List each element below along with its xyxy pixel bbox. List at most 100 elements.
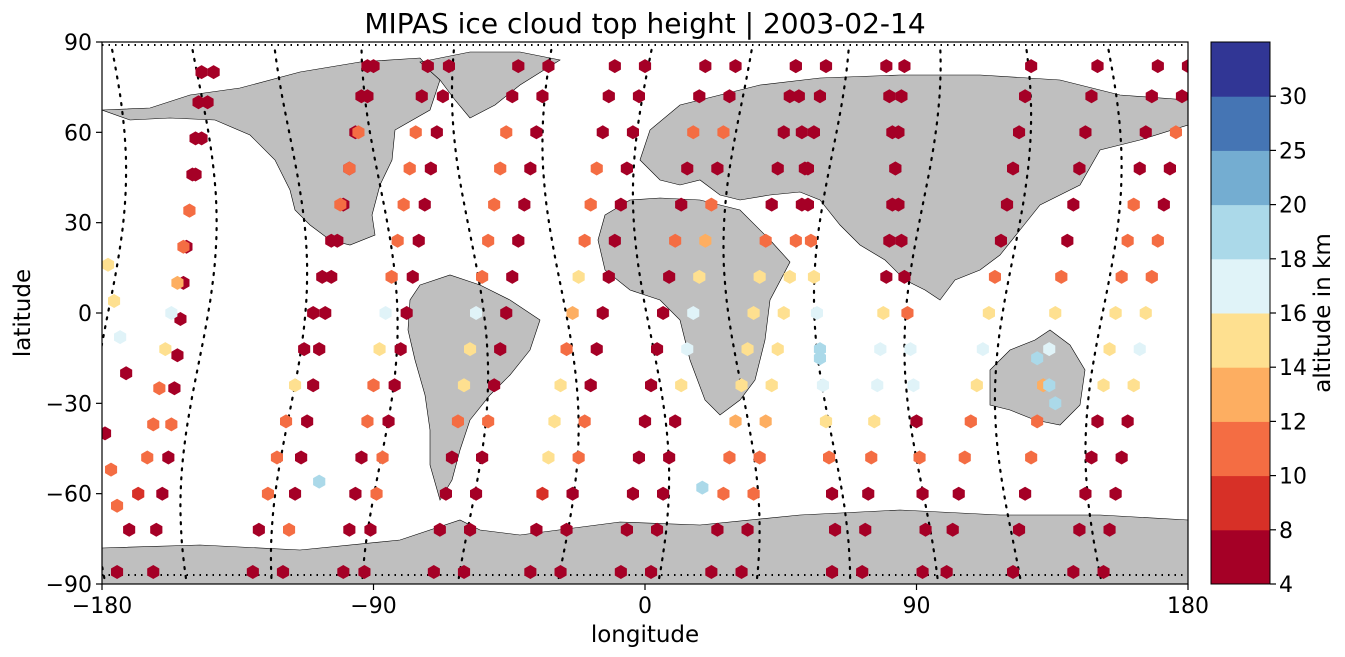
data-point: [919, 522, 932, 537]
data-point: [765, 197, 778, 212]
data-point: [298, 342, 311, 357]
data-point: [123, 522, 136, 537]
data-point: [1091, 59, 1104, 74]
colorbar-tick-label: 20: [1279, 194, 1307, 219]
data-point: [1145, 269, 1158, 284]
data-point: [482, 414, 495, 429]
data-point: [1175, 89, 1188, 104]
data-point: [747, 306, 760, 320]
data-point: [457, 378, 471, 393]
data-point: [382, 414, 395, 429]
data-point: [289, 486, 302, 501]
data-point: [114, 330, 127, 345]
data-point: [886, 125, 899, 140]
data-point: [494, 342, 507, 357]
data-point: [1109, 486, 1122, 501]
data-point: [1067, 565, 1080, 579]
data-point: [349, 486, 362, 501]
data-point: [421, 59, 434, 74]
data-point: [566, 306, 579, 320]
data-point: [536, 486, 549, 501]
data-point: [174, 312, 187, 326]
data-point: [394, 342, 407, 357]
colorbar-tick-label: 4: [1279, 573, 1293, 598]
data-point: [816, 378, 829, 393]
data-point: [813, 342, 826, 357]
data-point: [367, 378, 380, 393]
data-point: [1181, 59, 1188, 74]
data-point: [711, 522, 724, 537]
data-point: [877, 306, 890, 320]
data-point: [657, 306, 670, 320]
data-point: [795, 125, 808, 140]
data-point: [970, 378, 983, 393]
data-point: [729, 414, 742, 429]
data-point: [699, 59, 712, 74]
colorbar-tick-label: 14: [1279, 356, 1307, 381]
data-point: [675, 197, 688, 212]
data-point: [1000, 197, 1014, 212]
data-point: [880, 269, 893, 284]
data-point: [608, 233, 621, 248]
data-point: [488, 378, 501, 393]
data-point: [856, 565, 869, 579]
data-point: [889, 161, 902, 176]
data-point: [759, 414, 772, 429]
colorbar-tick-label: 16: [1279, 302, 1307, 327]
data-point: [1133, 161, 1146, 176]
colorbar-tick-label: 30: [1279, 85, 1307, 110]
data-point: [1049, 306, 1062, 320]
data-point: [777, 306, 790, 320]
data-point: [1151, 233, 1164, 248]
data-point: [994, 233, 1007, 248]
data-point: [488, 197, 501, 212]
data-point: [883, 233, 896, 248]
data-point: [500, 125, 513, 140]
data-point: [150, 522, 163, 537]
data-point: [645, 565, 658, 579]
data-point: [771, 342, 784, 357]
data-point: [1019, 486, 1032, 501]
data-point: [810, 306, 823, 320]
data-point: [120, 366, 133, 381]
data-point: [482, 233, 495, 248]
data-point: [1169, 125, 1182, 140]
y-tick-label: −60: [46, 483, 92, 508]
data-point: [418, 197, 431, 212]
data-point: [901, 306, 914, 320]
y-tick-label: 30: [64, 212, 92, 237]
data-point: [608, 59, 621, 74]
data-point: [765, 378, 778, 393]
data-point: [102, 426, 112, 441]
data-point: [147, 417, 160, 432]
data-point: [111, 498, 124, 513]
data-point: [445, 450, 458, 465]
data-point: [807, 125, 820, 140]
data-point: [470, 306, 483, 320]
data-point: [910, 414, 923, 429]
europe-asia-land: [639, 74, 1188, 301]
data-point: [723, 450, 736, 465]
data-point: [789, 59, 802, 74]
data-point: [1097, 378, 1110, 393]
data-point: [723, 89, 736, 104]
data-point: [1013, 522, 1026, 537]
data-point: [747, 486, 760, 501]
data-point: [195, 131, 208, 146]
data-point: [171, 275, 184, 290]
data-point: [542, 59, 555, 74]
colorbar-segment: [1211, 96, 1270, 151]
data-point: [1127, 197, 1140, 212]
data-point: [651, 342, 664, 357]
data-point: [319, 306, 332, 320]
y-tick-label: 0: [78, 302, 92, 327]
data-point: [669, 414, 682, 429]
data-point: [1007, 161, 1020, 176]
data-point: [337, 565, 350, 579]
data-point: [430, 125, 443, 140]
x-tick-label: 180: [1167, 594, 1209, 619]
data-point: [470, 486, 483, 501]
data-point: [370, 486, 383, 501]
data-point: [638, 59, 652, 74]
data-point: [307, 306, 320, 320]
